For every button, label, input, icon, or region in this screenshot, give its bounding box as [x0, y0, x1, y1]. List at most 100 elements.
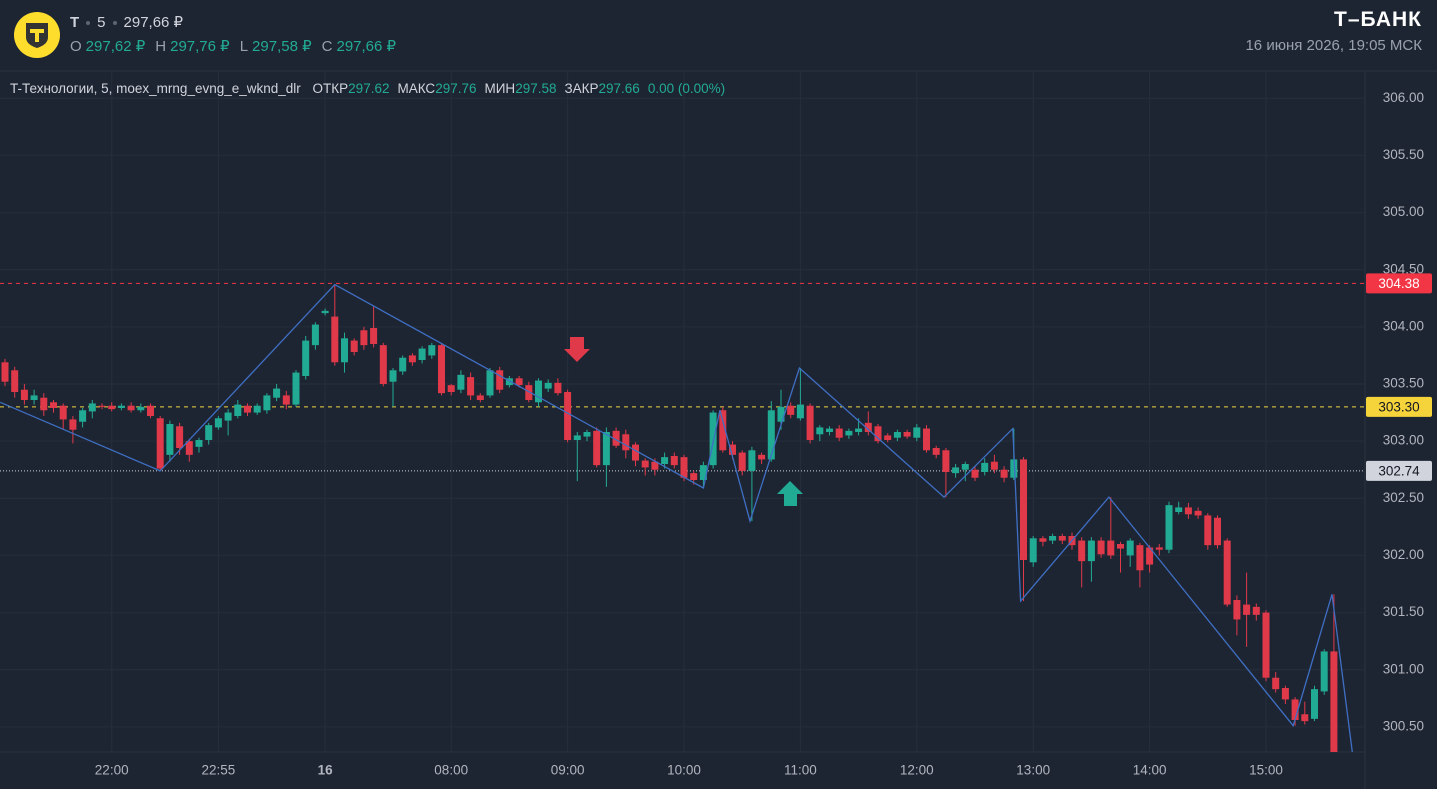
zigzag-line — [0, 283, 1353, 752]
candle-body — [234, 404, 242, 416]
candle-body — [496, 370, 504, 390]
candle-body — [845, 430, 853, 436]
candle-body — [1078, 540, 1086, 562]
candle-body — [331, 316, 339, 363]
candle-body — [117, 405, 125, 408]
candle-body — [40, 397, 48, 411]
candle-body — [767, 410, 775, 460]
candle-body — [1097, 540, 1105, 555]
candle-body — [282, 395, 290, 405]
y-tick-label: 304.00 — [1383, 318, 1424, 333]
candle-body — [156, 418, 164, 469]
candle-body — [224, 412, 232, 421]
candle-body — [1126, 540, 1134, 556]
candle-body — [1272, 677, 1280, 690]
candle-body — [1049, 536, 1057, 541]
candle-body — [214, 418, 222, 428]
candle-body — [127, 405, 135, 411]
candle-body — [1223, 540, 1231, 605]
ohlc-value: 297,76 ₽ — [170, 38, 230, 55]
candle-body — [903, 432, 911, 437]
candle-body — [1107, 540, 1115, 556]
grid — [0, 72, 1365, 752]
x-tick-label: 11:00 — [784, 763, 817, 778]
y-tick-label: 300.50 — [1383, 718, 1424, 733]
y-tick-label: 305.50 — [1383, 147, 1424, 162]
candle-body — [1262, 612, 1270, 678]
candle-body — [176, 426, 184, 448]
candle-body — [147, 405, 154, 416]
candle-body — [98, 405, 106, 407]
x-tick-label: 14:00 — [1133, 763, 1167, 778]
instrument: T-Технологии, 5, moex_mrng_evng_e_wknd_d… — [10, 81, 301, 96]
candle-body — [457, 374, 465, 390]
candle-body — [253, 405, 261, 413]
candle-body — [981, 462, 989, 472]
y-tick-label: 305.00 — [1383, 204, 1424, 219]
price-label-box — [1366, 273, 1432, 294]
candle-body — [1233, 600, 1241, 620]
stat-value: 297.66 — [598, 81, 640, 96]
candle-body — [1291, 699, 1299, 720]
ohlc-line: O 297,62 ₽ H 297,76 ₽ L 297,58 ₽ C 297,66 ₽ — [70, 37, 396, 55]
candle-body — [661, 457, 669, 464]
brand: Т–БАНК — [1334, 8, 1422, 31]
candle-body — [632, 444, 639, 461]
candle-body — [961, 464, 969, 470]
ohlc-label: C — [321, 38, 333, 55]
candles — [1, 284, 1338, 752]
price-label: 302.74 — [1378, 463, 1420, 478]
candle-body — [1204, 515, 1212, 546]
candle-body — [360, 330, 368, 346]
candle-body — [30, 395, 38, 400]
price-label-box — [1366, 396, 1432, 417]
candle-body — [583, 432, 591, 437]
candle-body — [438, 345, 445, 394]
candle-body — [370, 328, 378, 344]
y-tick-label: 303.50 — [1383, 376, 1424, 391]
change: 0.00 (0.00%) — [647, 81, 726, 96]
ohlc-value: 297,66 ₽ — [336, 38, 397, 55]
zigzag — [0, 283, 1353, 752]
stat-value: 297.58 — [515, 81, 557, 96]
candle-body — [612, 430, 620, 446]
candle-body — [806, 405, 814, 440]
candle-body — [884, 435, 892, 440]
price: 297,66 ₽ — [123, 14, 184, 31]
candle-body — [971, 469, 979, 478]
x-tick-label: 22:00 — [95, 763, 129, 778]
candle-body — [1058, 536, 1066, 541]
candle-body — [166, 424, 174, 455]
symbol-line: T 5 297,66 ₽ — [70, 13, 183, 31]
logo — [14, 12, 60, 58]
sell-signal — [564, 337, 590, 362]
stat-label: МАКС — [397, 81, 436, 96]
interval: 5 — [97, 14, 106, 31]
candle-body — [942, 450, 950, 472]
candle-body — [263, 395, 271, 411]
candle-body — [573, 435, 581, 440]
candle-body — [525, 385, 533, 400]
x-tick-label: 12:00 — [900, 763, 934, 778]
ohlc-label: H — [155, 38, 167, 55]
candle-body — [476, 395, 484, 400]
candle-body — [1029, 538, 1037, 563]
candle-body — [1330, 651, 1338, 752]
x-tick-label: 22:55 — [202, 763, 236, 778]
candle-body — [680, 457, 688, 478]
ohlc-value: 297,62 ₽ — [85, 38, 146, 55]
candle-body — [1243, 604, 1251, 615]
x-tick-label: 08:00 — [434, 763, 468, 778]
candle-body — [321, 310, 329, 314]
candle-body — [1136, 545, 1144, 571]
candle-body — [137, 406, 145, 411]
candle-body — [205, 425, 213, 440]
stat-label: ОТКР — [312, 81, 349, 96]
candle-body — [1146, 547, 1154, 565]
candle-body — [651, 461, 659, 470]
candle-body — [379, 345, 387, 384]
candle-body — [486, 370, 494, 396]
candle-body — [447, 385, 455, 392]
x-tick-label: 10:00 — [667, 763, 701, 778]
